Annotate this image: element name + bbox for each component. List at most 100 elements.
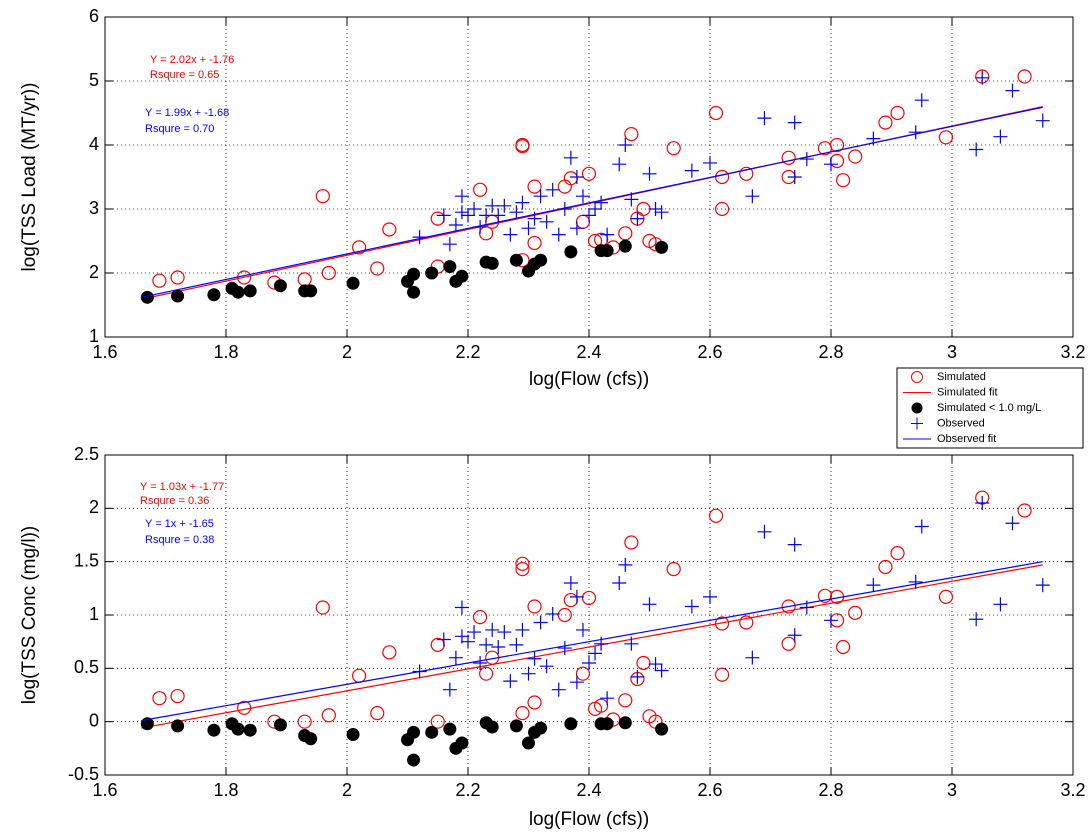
observed-point [539,214,554,229]
below-limit-point [655,240,669,254]
y-tick-label: 2 [89,262,99,282]
simulated-point [624,127,639,142]
observed-point [563,150,578,165]
x-tick-label: 2.2 [455,780,480,800]
x-tick-label: 3 [947,780,957,800]
simulated-point [781,150,796,165]
simulated-point [382,645,397,660]
simulated-point [938,130,954,145]
observed-point [588,646,603,661]
simulated-point [170,270,185,285]
legend-box [896,367,1084,449]
observed-point [509,637,524,652]
observed-point [624,636,639,651]
y-axis-label: log(TSS Load (MT/yr)) [19,83,40,272]
observed-point [582,208,596,223]
y-tick-label: 5 [89,70,99,90]
simulated-point [170,688,185,704]
observed-point [969,612,984,627]
simulated-point [714,201,730,217]
observed-point [648,657,663,672]
observed-point [467,202,482,216]
simulated-point [297,714,312,729]
below-limit-point [509,719,523,733]
simulated-point [848,149,863,164]
simulated-point [321,265,336,281]
simulated-point [848,605,863,620]
simulated-point [473,610,488,625]
axes-frame [104,454,1074,776]
observed-point [630,669,645,684]
observed-point [448,218,463,232]
simulated-point [878,115,893,130]
below-limit-point [425,266,439,280]
below-limit-point [171,719,185,733]
x-axis-label: log(Flow (cfs)) [529,809,649,830]
legend-label: Simulated [937,371,986,383]
simulated-point [473,182,488,197]
below-limit-point [346,276,360,290]
simulated-point [581,590,597,606]
below-limit-point [407,267,421,281]
observed-point [563,576,578,590]
y-tick-label: 3 [89,198,99,218]
below-limit-point [207,723,221,737]
observed-point [545,182,560,197]
observed-point [914,93,929,108]
x-tick-label: 2.6 [697,342,722,362]
x-tick-label: 2.4 [576,780,601,800]
simulated-point [370,261,385,276]
observed-point [503,674,518,689]
below-limit-point [618,239,632,253]
simulated-point [315,189,330,204]
below-limit-point [346,727,360,741]
observed-point [975,70,990,85]
observed-point [436,632,451,647]
y-tick-label: 2 [89,497,99,517]
legend-label: Observed [937,417,985,429]
axes-frame [104,16,1074,338]
observed-point [618,138,633,152]
fit-line [141,564,1043,729]
simulated-point [835,173,851,188]
simulated-point [370,706,385,721]
simulated-point [739,166,754,181]
x-tick-label: 2.2 [455,342,480,362]
simulated-point [479,666,494,681]
observed-point [642,166,657,181]
simulated-point [878,559,893,575]
observed-point [569,589,584,604]
below-limit-point [304,284,318,298]
fit-line [141,561,1043,722]
legend-label: Observed fit [937,433,996,445]
simulated-point [938,589,954,604]
observed-point [684,599,699,614]
observed-point [436,208,451,223]
observed-point [473,656,488,670]
observed-point [908,125,923,140]
below-limit-point [231,722,245,736]
x-tick-label: 2 [342,780,352,800]
observed-point [787,170,802,184]
simulated-point [1017,69,1032,84]
fit-annotation: Rsqure = 0.65 [150,69,219,81]
observed-point [485,622,500,637]
x-tick-label: 2.6 [697,780,722,800]
observed-point [969,142,984,157]
observed-point [454,600,469,615]
observed-point [479,208,494,223]
observed-point [497,198,512,213]
below-limit-point [485,256,499,270]
below-limit-point [243,284,257,298]
observed-point [630,211,645,226]
x-tick-label: 2.4 [576,342,601,362]
observed-point [539,659,554,674]
observed-point [569,170,584,184]
simulated-point [890,105,905,121]
simulated-point [781,599,796,614]
simulated-point [527,695,542,710]
fit-annotation: Rsqure = 0.36 [140,495,209,507]
simulated-point [708,508,724,523]
observed-point [575,622,590,637]
observed-point [787,628,802,643]
